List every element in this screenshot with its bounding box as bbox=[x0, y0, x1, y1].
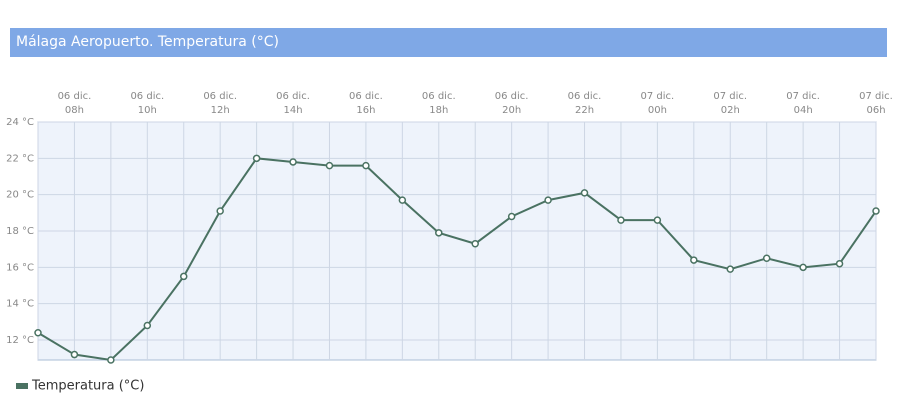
point bbox=[762, 254, 771, 263]
legend-swatch bbox=[16, 383, 28, 389]
point bbox=[872, 207, 880, 215]
x-tick-label: 06 dic. bbox=[58, 91, 92, 102]
x-tick-label: 07 dic. bbox=[641, 91, 675, 102]
point bbox=[70, 350, 79, 359]
point bbox=[435, 229, 443, 237]
point bbox=[507, 212, 516, 221]
point bbox=[653, 216, 662, 224]
point bbox=[726, 265, 735, 273]
x-tick-label: 06 dic. bbox=[203, 91, 237, 102]
x-tick-label: 18h bbox=[429, 105, 448, 116]
y-tick-label: 16 °C bbox=[6, 262, 34, 273]
y-tick-label: 20 °C bbox=[6, 190, 34, 201]
x-tick-label: 06 dic. bbox=[422, 91, 456, 102]
point bbox=[799, 263, 807, 272]
y-tick-label: 12 °C bbox=[6, 335, 34, 346]
x-tick-label: 22h bbox=[575, 105, 594, 116]
x-tick-label: 07 dic. bbox=[713, 91, 747, 102]
x-tick-label: 06 dic. bbox=[276, 91, 310, 102]
x-tick-label: 06 dic. bbox=[568, 91, 602, 102]
point bbox=[690, 256, 698, 264]
x-tick-label: 04h bbox=[794, 105, 813, 116]
x-tick-label: 07 dic. bbox=[786, 91, 820, 102]
line bbox=[37, 157, 877, 362]
y-tick-label: 18 °C bbox=[6, 226, 34, 237]
x-tick-label: 06 dic. bbox=[495, 91, 529, 102]
x-tick-label: 12h bbox=[211, 105, 230, 116]
point bbox=[289, 158, 297, 166]
point bbox=[325, 161, 334, 170]
x-tick-label: 16h bbox=[356, 105, 375, 116]
legend-label: Temperatura (°C) bbox=[31, 379, 144, 394]
y-tick-label: 24 °C bbox=[6, 117, 34, 128]
x-tick-label: 06 dic. bbox=[349, 91, 383, 102]
x-tick-label: 00h bbox=[648, 105, 667, 116]
y-tick-label: 22 °C bbox=[6, 153, 34, 164]
plot-area bbox=[37, 121, 877, 361]
point bbox=[544, 196, 552, 204]
point bbox=[216, 207, 224, 215]
y-tick-label: 14 °C bbox=[6, 299, 34, 310]
x-tick-label: 08h bbox=[65, 105, 84, 116]
chart-title: Málaga Aeropuerto. Temperatura (°C) bbox=[10, 28, 887, 57]
point bbox=[34, 328, 42, 337]
point bbox=[179, 272, 188, 281]
point bbox=[471, 239, 479, 248]
point bbox=[362, 161, 370, 170]
x-tick-label: 06 dic. bbox=[130, 91, 164, 102]
x-tick-label: 02h bbox=[721, 105, 740, 116]
x-tick-label: 20h bbox=[502, 105, 521, 116]
point bbox=[107, 356, 115, 364]
point bbox=[835, 259, 844, 268]
x-tick-label: 06h bbox=[866, 105, 885, 116]
x-tick-label: 10h bbox=[138, 105, 157, 116]
x-tick-label: 14h bbox=[284, 105, 303, 116]
point bbox=[617, 216, 625, 224]
point bbox=[580, 189, 589, 197]
point bbox=[252, 154, 261, 163]
point bbox=[143, 321, 152, 330]
x-tick-label: 07 dic. bbox=[859, 91, 893, 102]
point bbox=[398, 196, 407, 204]
